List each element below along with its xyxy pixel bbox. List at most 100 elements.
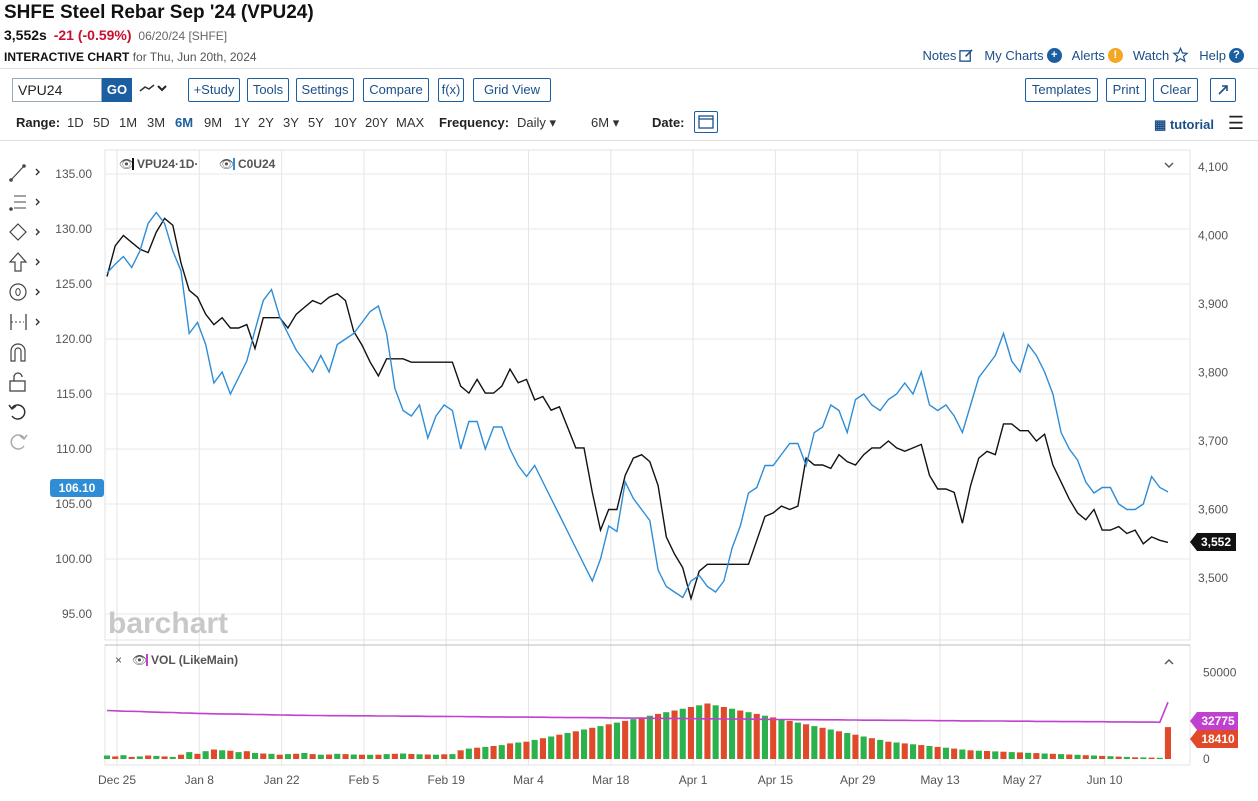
vol-avg-tag bbox=[1190, 712, 1238, 730]
measure-icon bbox=[10, 314, 40, 330]
shape-tool[interactable] bbox=[6, 220, 46, 244]
magnet-icon bbox=[10, 343, 26, 362]
trendline-tool[interactable] bbox=[6, 160, 46, 184]
volume-bar bbox=[581, 729, 588, 759]
volume-bar bbox=[663, 712, 670, 759]
date-tick-label: Mar 4 bbox=[513, 773, 544, 787]
volume-bar bbox=[1041, 753, 1048, 759]
tutorial-link[interactable]: ▦ tutorial bbox=[1154, 117, 1214, 133]
chevron-up-icon[interactable] bbox=[1164, 659, 1174, 665]
range-20y[interactable]: 20Y bbox=[365, 115, 389, 130]
clear-button[interactable]: Clear bbox=[1153, 78, 1198, 102]
notes-label: Notes bbox=[922, 47, 957, 63]
my-charts-link[interactable]: My Charts + bbox=[984, 47, 1062, 63]
vol-last-tag bbox=[1190, 730, 1238, 748]
text-tool[interactable] bbox=[6, 280, 46, 304]
fibonacci-tool[interactable] bbox=[6, 190, 46, 214]
volume-bar bbox=[926, 746, 933, 759]
templates-button[interactable]: Templates bbox=[1025, 78, 1098, 102]
volume-bar bbox=[556, 734, 563, 759]
left-tick-label: 95.00 bbox=[62, 607, 92, 621]
top-links: Notes My Charts + Alerts ! Watch Help ? bbox=[922, 47, 1244, 63]
watch-link[interactable]: Watch bbox=[1133, 47, 1189, 63]
volume-bar bbox=[153, 755, 160, 759]
eye-icon[interactable]: 👁 bbox=[219, 157, 234, 171]
volume-bar bbox=[638, 717, 645, 759]
quote-line: 3,552s -21 (-0.59%) 06/20/24 [SHFE] bbox=[4, 27, 227, 43]
range-2y[interactable]: 2Y bbox=[258, 115, 274, 130]
volume-bar bbox=[1148, 757, 1155, 759]
chart-area[interactable]: 135.00 130.00 125.00 120.00 115.00 110.00 105.… bbox=[0, 145, 1258, 801]
volume-bar bbox=[696, 705, 703, 759]
volume-bar bbox=[704, 703, 711, 759]
range-9m[interactable]: 9M bbox=[204, 115, 223, 130]
range-1m[interactable]: 1M bbox=[119, 115, 138, 130]
chevron-down-icon[interactable] bbox=[1164, 162, 1174, 168]
range-max[interactable]: MAX bbox=[396, 115, 425, 130]
volume-bar bbox=[235, 752, 242, 759]
eye-icon[interactable]: 👁 bbox=[119, 157, 134, 171]
toolbar: GO +Study Tools Settings Compare f(x) Gr… bbox=[12, 78, 1246, 102]
print-button[interactable]: Print bbox=[1106, 78, 1146, 102]
range-6m[interactable]: 6M bbox=[175, 115, 194, 130]
menu-icon[interactable]: ☰ bbox=[1227, 113, 1244, 133]
volume-bar bbox=[194, 753, 201, 759]
compare-button[interactable]: Compare bbox=[363, 78, 429, 102]
volume-bar bbox=[103, 755, 110, 759]
expand-button[interactable] bbox=[1210, 78, 1236, 102]
measure-tool[interactable] bbox=[6, 310, 46, 334]
price-labels: 106.10 3,552 bbox=[50, 479, 1236, 551]
period-dropdown[interactable]: 6M ▾ bbox=[591, 115, 619, 131]
tools-button[interactable]: Tools bbox=[247, 78, 289, 102]
close-icon[interactable]: × bbox=[115, 653, 122, 667]
divider bbox=[0, 68, 1258, 69]
study-button[interactable]: +Study bbox=[188, 78, 240, 102]
date-tick-label: Apr 1 bbox=[679, 773, 708, 787]
go-button[interactable]: GO bbox=[102, 78, 132, 102]
alerts-link[interactable]: Alerts ! bbox=[1072, 47, 1123, 63]
help-link[interactable]: Help ? bbox=[1199, 47, 1244, 63]
range-1d[interactable]: 1D bbox=[67, 115, 84, 130]
volume-bar bbox=[474, 747, 481, 759]
range-5d[interactable]: 5D bbox=[93, 115, 110, 130]
volume-bar bbox=[844, 733, 851, 759]
volume-bar bbox=[432, 754, 439, 759]
frequency-dropdown[interactable]: Daily ▾ bbox=[517, 115, 556, 131]
grid-view-button[interactable]: Grid View bbox=[473, 78, 551, 102]
left-tick-label: 130.00 bbox=[55, 222, 92, 236]
range-3y[interactable]: 3Y bbox=[283, 115, 299, 130]
chart-grid bbox=[104, 149, 1191, 766]
notes-link[interactable]: Notes bbox=[922, 48, 974, 63]
date-tick-label: May 13 bbox=[920, 773, 960, 787]
star-icon bbox=[1172, 47, 1189, 63]
range-10y[interactable]: 10Y bbox=[334, 115, 358, 130]
left-tick-label: 135.00 bbox=[55, 167, 92, 181]
settings-button[interactable]: Settings bbox=[296, 78, 354, 102]
volume-bar bbox=[424, 754, 431, 759]
chart-type-dropdown[interactable] bbox=[138, 80, 168, 99]
shape-icon bbox=[9, 223, 40, 241]
undo-icon bbox=[8, 404, 26, 420]
left-tick-label: 120.00 bbox=[55, 332, 92, 346]
magnet-tool[interactable] bbox=[6, 340, 46, 364]
date-axis: Dec 25 Jan 8 Jan 22 Feb 5 Feb 19 Mar 4 Mar 18 A… bbox=[98, 773, 1123, 787]
range-5y[interactable]: 5Y bbox=[308, 115, 324, 130]
arrow-tool[interactable] bbox=[6, 250, 46, 274]
plot-frame bbox=[104, 149, 1191, 641]
function-button[interactable]: f(x) bbox=[438, 78, 464, 102]
symbol-input[interactable] bbox=[12, 78, 102, 102]
range-3m[interactable]: 3M bbox=[147, 115, 166, 130]
volume-legend: × 👁 VOL (LikeMain) bbox=[115, 653, 1174, 667]
redo-tool[interactable] bbox=[6, 430, 46, 454]
lock-tool[interactable] bbox=[6, 370, 46, 394]
volume-bar bbox=[309, 754, 316, 759]
text-circle-icon bbox=[9, 283, 40, 301]
date-tick-label: Jun 10 bbox=[1087, 773, 1123, 787]
calendar-button[interactable] bbox=[694, 111, 718, 133]
eye-icon[interactable]: 👁 bbox=[132, 653, 147, 667]
undo-tool[interactable] bbox=[6, 400, 46, 424]
range-1y[interactable]: 1Y bbox=[234, 115, 250, 130]
right-tick-label: 3,700 bbox=[1198, 434, 1228, 448]
alert-icon: ! bbox=[1107, 47, 1123, 63]
edit-icon bbox=[959, 48, 974, 62]
